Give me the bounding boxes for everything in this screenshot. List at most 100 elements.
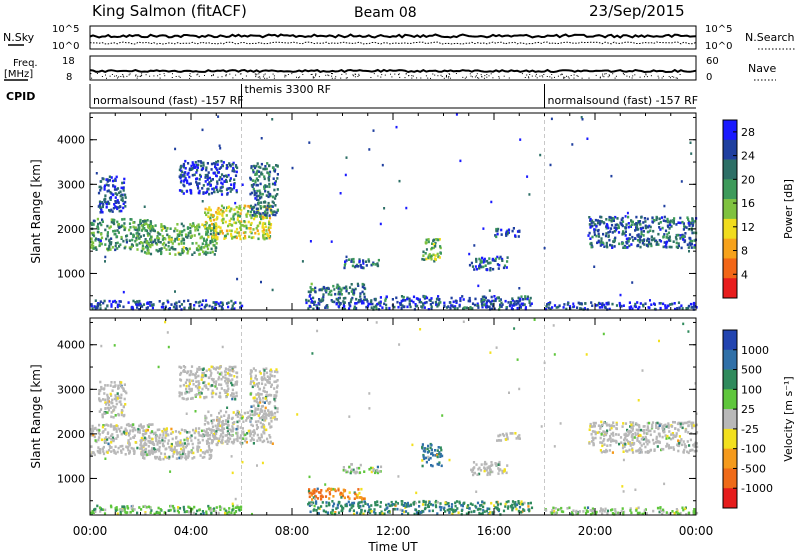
echo-cell: [183, 442, 186, 445]
echo-cell: [105, 436, 108, 439]
echo-cell: [308, 491, 311, 495]
nave-point: [449, 77, 451, 79]
echo-cell: [224, 434, 227, 437]
echo-cell: [215, 432, 218, 435]
echo-cell: [619, 436, 623, 439]
echo-cell: [352, 468, 355, 472]
echo-cell: [596, 219, 599, 222]
echo-cell: [212, 391, 215, 395]
nave-point: [478, 77, 480, 79]
echo-cell: [92, 433, 95, 437]
echo-cell: [653, 430, 656, 433]
echo-cell: [591, 235, 594, 239]
echo-cell: [106, 438, 109, 441]
echo-cell: [196, 166, 199, 169]
echo-cell: [226, 442, 229, 445]
nave-point: [212, 73, 214, 75]
echo-cell: [200, 434, 203, 437]
echo-cell: [662, 302, 665, 306]
echo-cell: [220, 204, 224, 208]
echo-cell: [488, 465, 491, 468]
echo-cell: [257, 237, 260, 241]
echo-cell: [678, 306, 681, 310]
echo-cell: [224, 440, 227, 443]
echo-cell: [344, 504, 347, 508]
echo-cell: [176, 443, 179, 446]
echo-cell: [528, 508, 531, 511]
echo-cell: [373, 510, 376, 514]
echo-cell: [620, 305, 623, 308]
echo-cell: [106, 304, 109, 307]
echo-cell: [639, 302, 642, 305]
echo-cell: [473, 268, 476, 271]
echo-cell: [142, 456, 145, 459]
echo-cell: [571, 143, 574, 146]
echo-cell: [229, 437, 232, 441]
echo-cell: [427, 444, 430, 448]
echo-cell: [203, 423, 206, 426]
echo-cell: [143, 448, 146, 452]
echo-cell: [370, 263, 373, 267]
echo-cell: [218, 210, 221, 214]
echo-cell: [257, 198, 260, 202]
echo-cell: [169, 448, 172, 452]
echo-cell: [466, 506, 469, 509]
echo-cell: [465, 512, 468, 516]
echo-cell: [502, 266, 506, 270]
echo-cell: [211, 187, 214, 191]
echo-cell: [488, 289, 491, 292]
echo-cell: [263, 185, 266, 189]
echo-cell: [226, 426, 229, 429]
nave-point: [399, 76, 401, 78]
nave-point: [542, 76, 544, 78]
echo-cell: [168, 455, 171, 459]
echo-cell: [509, 300, 512, 304]
echo-cell: [198, 189, 201, 193]
echo-cell: [245, 213, 248, 217]
echo-cell: [312, 307, 315, 311]
echo-cell: [147, 234, 150, 237]
echo-cell: [350, 470, 353, 473]
echo-cell: [642, 425, 645, 428]
echo-cell: [335, 297, 338, 301]
echo-cell: [209, 251, 212, 254]
echo-cell: [359, 292, 362, 295]
echo-cell: [472, 473, 475, 477]
echo-cell: [682, 228, 685, 231]
echo-cell: [178, 238, 181, 241]
echo-cell: [636, 226, 639, 230]
echo-cell: [430, 305, 433, 308]
echo-cell: [204, 450, 207, 454]
echo-cell: [355, 306, 358, 310]
echo-cell: [215, 174, 218, 178]
echo-cell: [214, 385, 217, 388]
echo-cell: [275, 394, 278, 397]
echo-cell: [170, 432, 173, 435]
echo-cell: [628, 237, 631, 240]
echo-cell: [622, 246, 625, 249]
echo-cell: [106, 432, 109, 435]
echo-cell: [202, 237, 205, 241]
echo-cell: [670, 433, 673, 436]
echo-cell: [94, 246, 97, 250]
echo-cell: [604, 450, 607, 454]
echo-cell: [260, 376, 263, 379]
echo-cell: [645, 440, 648, 444]
echo-cell: [497, 227, 500, 231]
echo-cell: [122, 187, 125, 190]
echo-cell: [437, 302, 441, 305]
nave-point: [629, 76, 630, 78]
echo-cell: [511, 508, 514, 512]
nave-point: [296, 76, 297, 78]
echo-cell: [117, 223, 120, 226]
echo-cell: [627, 222, 630, 225]
echo-cell: [193, 456, 196, 459]
echo-cell: [218, 372, 221, 376]
echo-cell: [181, 170, 184, 174]
echo-cell: [183, 184, 186, 188]
echo-cell: [260, 405, 263, 408]
echo-cell: [219, 365, 222, 368]
nave-point: [411, 77, 413, 79]
nave-point: [626, 75, 628, 77]
echo-cell: [429, 456, 432, 460]
